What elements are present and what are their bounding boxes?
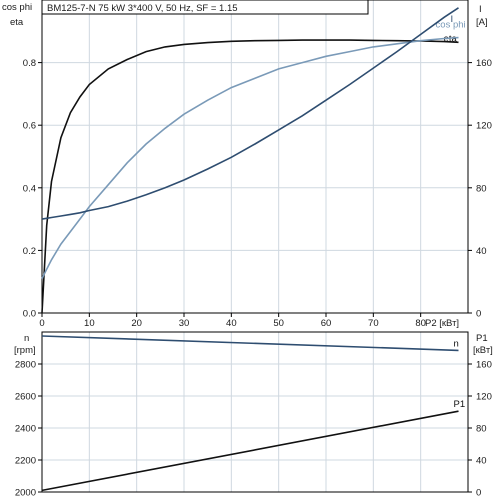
- left-tick-label: 0.4: [23, 183, 36, 194]
- bottom-left-tick-label: 2200: [15, 456, 36, 467]
- right-tick-label: 120: [476, 121, 492, 132]
- series-label-i: I: [451, 14, 454, 25]
- bottom-left-tick-label: 2800: [15, 360, 36, 371]
- bottom-right-tick-label: 120: [476, 392, 492, 403]
- series-line-cos-phi: [41, 36, 459, 279]
- bottom-right-tick-label: 0: [476, 488, 481, 499]
- left-tick-label: 0.6: [23, 121, 36, 132]
- x-tick-label: 70: [368, 318, 379, 329]
- x-tick-label: 40: [226, 318, 237, 329]
- top-right-axis-title-2: [A]: [476, 17, 488, 28]
- bottom-chart-frame: [41, 331, 469, 493]
- top-left-axis-title-1: cos phi: [2, 2, 32, 13]
- bottom-chart-ticks: 2000 2200 2400 2600 2800 0 40 80 120 160: [15, 360, 492, 499]
- left-tick-label: 0.0: [23, 309, 36, 320]
- top-chart-ticks: 0 10 20 30 40 50 60 70 80 0.0 0.2 0.4 0.6 0.8 0 40 80 120…: [23, 58, 492, 329]
- x-tick-label: 20: [131, 318, 142, 329]
- bottom-right-tick-label: 160: [476, 360, 492, 371]
- bottom-right-axis-title-1: P1: [476, 333, 488, 344]
- bottom-left-axis-title-1: n: [24, 333, 29, 344]
- x-tick-label: 10: [84, 318, 95, 329]
- x-tick-label: 30: [179, 318, 190, 329]
- header-box: [41, 0, 369, 15]
- right-tick-label: 80: [476, 183, 487, 194]
- bottom-left-tick-label: 2400: [15, 424, 36, 435]
- series-line-i: [41, 7, 459, 220]
- right-tick-label: 0: [476, 309, 481, 320]
- top-left-axis-title-2: eta: [10, 17, 24, 28]
- series-line-n: [41, 335, 459, 352]
- bottom-left-tick-label: 2600: [15, 392, 36, 403]
- header-title: BM125-7-N 75 kW 3*400 V, 50 Hz, SF = 1.1…: [47, 3, 238, 14]
- x-tick-label: 0: [39, 318, 44, 329]
- top-right-axis-title-1: I: [479, 4, 482, 15]
- bottom-right-axis-title-2: [кВт]: [473, 345, 493, 356]
- left-tick-label: 0.8: [23, 58, 36, 69]
- bottom-left-tick-label: 2000: [15, 488, 36, 499]
- top-chart-frame: [41, 0, 469, 314]
- x-tick-label: 50: [273, 318, 284, 329]
- x-axis-title: P2 [кВт]: [425, 318, 459, 329]
- series-line-eta: [41, 39, 459, 314]
- left-tick-label: 0.2: [23, 246, 36, 257]
- right-tick-label: 40: [476, 246, 487, 257]
- bottom-chart-grid: [41, 332, 468, 493]
- series-label-cos-phi: cos phi: [436, 20, 466, 31]
- series-label-n: n: [454, 338, 459, 349]
- series-line-p1: [41, 410, 459, 492]
- series-label-p1: P1: [454, 399, 466, 410]
- bottom-chart-series: n P1: [41, 335, 466, 492]
- x-tick-label: 60: [321, 318, 332, 329]
- right-tick-label: 160: [476, 58, 492, 69]
- bottom-left-axis-title-2: [rpm]: [14, 345, 36, 356]
- bottom-right-tick-label: 80: [476, 424, 487, 435]
- bottom-right-tick-label: 40: [476, 456, 487, 467]
- x-tick-label: 80: [415, 318, 426, 329]
